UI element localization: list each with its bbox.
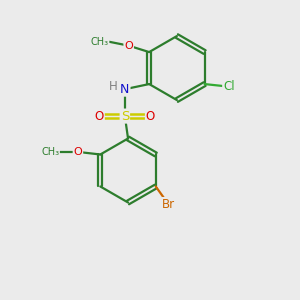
- Text: CH₃: CH₃: [41, 147, 59, 157]
- Text: O: O: [124, 41, 133, 51]
- Text: S: S: [121, 110, 129, 123]
- Text: O: O: [94, 110, 104, 123]
- Text: Cl: Cl: [223, 80, 235, 93]
- Text: N: N: [120, 83, 130, 96]
- Text: Br: Br: [162, 198, 175, 211]
- Text: H: H: [109, 80, 118, 93]
- Text: O: O: [146, 110, 155, 123]
- Text: CH₃: CH₃: [91, 37, 109, 47]
- Text: O: O: [74, 147, 82, 157]
